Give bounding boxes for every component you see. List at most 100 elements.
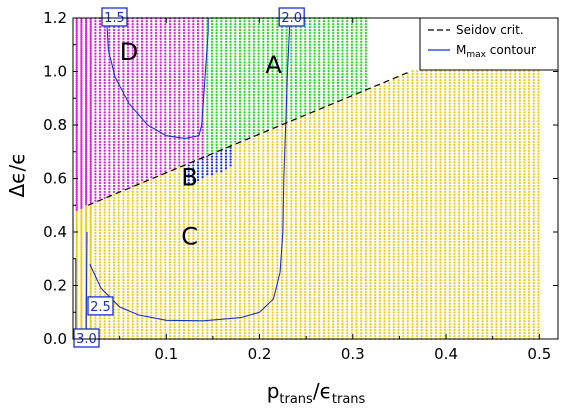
scatter-point (252, 78, 256, 82)
scatter-point (89, 85, 92, 88)
scatter-point (238, 58, 242, 61)
scatter-point (248, 184, 251, 188)
scatter-point (257, 317, 260, 320)
scatter-point (112, 125, 116, 129)
scatter-point (210, 64, 214, 67)
scatter-point (257, 49, 260, 52)
scatter-point (178, 120, 181, 123)
scatter-point (145, 96, 148, 99)
scatter-point (220, 237, 223, 241)
scatter-point (229, 28, 232, 32)
scatter-point (187, 23, 190, 26)
scatter-point (164, 123, 167, 126)
scatter-point (150, 158, 153, 161)
scatter-point (154, 296, 158, 299)
scatter-point (117, 278, 120, 282)
scatter-point (98, 105, 102, 108)
scatter-point (234, 161, 237, 164)
scatter-point (196, 317, 200, 320)
scatter-point (224, 181, 228, 185)
scatter-point (112, 323, 116, 326)
scatter-point (108, 329, 111, 332)
scatter-point (257, 267, 260, 270)
scatter-point (150, 128, 153, 132)
scatter-point (243, 326, 246, 329)
scatter-point (117, 125, 120, 129)
scatter-point (229, 37, 232, 41)
scatter-point (224, 267, 228, 270)
scatter-point (196, 78, 200, 82)
scatter-point (140, 302, 144, 305)
scatter-point (150, 81, 153, 85)
scatter-point (178, 293, 181, 297)
scatter-point (262, 31, 265, 35)
scatter-point (178, 231, 181, 235)
scatter-point (178, 84, 181, 88)
scatter-point (136, 70, 139, 73)
scatter-point (98, 293, 102, 297)
scatter-point (271, 55, 274, 58)
scatter-point (80, 148, 83, 152)
scatter-point (80, 289, 83, 292)
scatter-point (89, 184, 92, 187)
scatter-point (229, 205, 232, 208)
scatter-point (145, 40, 148, 43)
scatter-point (168, 208, 172, 211)
scatter-point (98, 149, 102, 152)
scatter-point (248, 187, 251, 191)
scatter-point (136, 231, 139, 235)
scatter-point (108, 261, 111, 264)
scatter-point (136, 226, 139, 229)
scatter-point (126, 84, 130, 88)
scatter-point (229, 287, 232, 291)
scatter-point (252, 293, 256, 297)
scatter-point (173, 117, 176, 120)
scatter-point (84, 184, 88, 187)
scatter-point (196, 220, 200, 223)
scatter-point (248, 117, 251, 120)
scatter-point (150, 167, 153, 170)
scatter-point (168, 264, 172, 267)
scatter-point (84, 210, 88, 213)
scatter-point (262, 317, 265, 320)
scatter-point (262, 314, 265, 317)
scatter-point (80, 189, 83, 193)
scatter-point (206, 170, 209, 173)
scatter-point (154, 155, 158, 158)
scatter-point (154, 226, 158, 229)
scatter-point (271, 155, 274, 158)
scatter-point (150, 46, 153, 49)
scatter-point (252, 214, 256, 217)
scatter-point (164, 305, 167, 308)
scatter-point (75, 143, 78, 146)
scatter-point (178, 284, 181, 288)
scatter-point (234, 43, 237, 46)
scatter-point (182, 46, 186, 49)
scatter-point (201, 190, 204, 194)
scatter-point (117, 58, 120, 61)
scatter-point (94, 23, 97, 26)
scatter-point (108, 284, 111, 288)
scatter-point (112, 261, 116, 264)
scatter-point (80, 214, 83, 217)
scatter-point (196, 214, 200, 217)
scatter-point (168, 73, 172, 76)
scatter-point (136, 158, 139, 161)
scatter-point (140, 199, 144, 202)
scatter-point (80, 144, 83, 148)
scatter-point (117, 34, 120, 38)
scatter-point (257, 290, 260, 294)
scatter-point (122, 114, 125, 117)
scatter-point (252, 202, 256, 205)
scatter-point (164, 293, 167, 297)
scatter-point (140, 111, 144, 114)
scatter-point (168, 164, 172, 167)
scatter-point (154, 28, 158, 32)
scatter-point (75, 238, 78, 241)
scatter-point (178, 111, 181, 114)
scatter-point (75, 174, 78, 178)
scatter-point (80, 154, 83, 157)
scatter-point (84, 71, 88, 75)
scatter-point (252, 167, 256, 170)
scatter-point (215, 161, 218, 164)
